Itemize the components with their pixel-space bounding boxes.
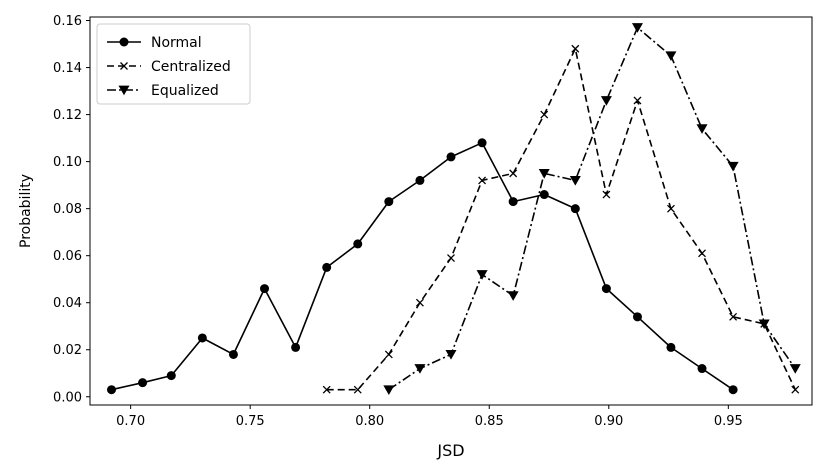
x-tick-label: 0.85: [475, 414, 504, 429]
y-tick-label: 0.12: [53, 108, 82, 123]
point-marker: [353, 385, 362, 394]
series-line: [326, 47, 797, 391]
point-marker: [632, 312, 642, 322]
y-tick-label: 0.08: [53, 202, 82, 217]
y-tick-label: 0.10: [53, 155, 82, 170]
point-marker: [696, 124, 708, 134]
x-tick-label: 0.80: [355, 414, 384, 429]
point-marker: [697, 364, 707, 374]
point-marker: [166, 371, 176, 381]
series-normal: [107, 138, 738, 395]
y-tick-label: 0.16: [53, 14, 82, 29]
series-line: [388, 26, 796, 391]
y-axis-label: Probability: [18, 174, 34, 248]
point-marker: [600, 96, 612, 106]
point-marker: [138, 378, 148, 388]
point-marker: [538, 168, 550, 179]
point-marker: [447, 254, 455, 262]
point-marker: [666, 204, 675, 213]
plot-area: [107, 23, 801, 395]
point-marker: [791, 385, 800, 394]
x-tick-label: 0.70: [116, 414, 145, 429]
point-marker: [571, 44, 580, 53]
point-marker: [260, 284, 270, 294]
legend-label: Normal: [151, 35, 202, 51]
point-marker: [476, 270, 488, 280]
point-marker: [729, 312, 738, 321]
point-marker: [384, 197, 394, 207]
point-marker: [789, 364, 801, 374]
point-marker: [570, 204, 580, 214]
point-marker: [665, 51, 677, 62]
point-marker: [478, 176, 487, 185]
point-marker: [602, 190, 611, 199]
point-marker: [415, 175, 425, 185]
legend-label: Centralized: [151, 59, 231, 75]
point-marker: [509, 169, 518, 178]
point-marker: [477, 138, 487, 148]
point-marker: [383, 385, 395, 395]
point-marker: [446, 152, 456, 162]
point-marker: [197, 333, 207, 343]
point-marker: [415, 298, 424, 307]
point-marker: [508, 197, 518, 207]
y-tick-label: 0.06: [53, 249, 82, 264]
point-marker: [414, 364, 426, 374]
point-marker: [120, 62, 128, 70]
x-tick-label: 0.75: [236, 414, 265, 429]
legend-label: Equalized: [151, 83, 219, 99]
axes-frame: [89, 16, 813, 406]
point-marker: [758, 319, 770, 330]
x-axis: 0.70 0.75 0.80 0.85 0.90 0.95: [116, 405, 743, 429]
point-marker: [118, 85, 130, 96]
point-marker: [728, 385, 738, 395]
series-equalized: [383, 23, 801, 395]
y-tick-label: 0.00: [53, 390, 82, 405]
point-marker: [631, 23, 643, 33]
point-marker: [119, 37, 129, 47]
point-marker: [540, 110, 549, 119]
y-tick-label: 0.02: [53, 343, 82, 358]
y-tick-label: 0.04: [53, 296, 82, 311]
point-marker: [291, 342, 301, 352]
y-tick-label: 0.14: [53, 61, 82, 76]
point-marker: [384, 350, 393, 359]
point-marker: [322, 385, 331, 394]
x-tick-label: 0.90: [594, 414, 623, 429]
x-axis-label: JSD: [436, 441, 464, 460]
point-marker: [569, 176, 581, 186]
point-marker: [322, 262, 332, 272]
point-marker: [228, 349, 238, 359]
point-marker: [507, 291, 519, 301]
legend: Normal Centralized Equalized: [96, 23, 251, 105]
y-axis: 0.00 0.02 0.04 0.06 0.08 0.10 0.12 0.14 0.16: [53, 14, 90, 405]
point-marker: [445, 350, 457, 360]
point-marker: [666, 342, 676, 352]
point-marker: [539, 190, 549, 200]
point-marker: [353, 239, 363, 249]
point-marker: [698, 249, 706, 258]
point-marker: [107, 385, 117, 395]
legend-box: [96, 23, 251, 105]
point-marker: [601, 284, 611, 294]
point-marker: [633, 96, 642, 105]
x-tick-label: 0.95: [714, 414, 743, 429]
point-marker: [727, 161, 739, 172]
